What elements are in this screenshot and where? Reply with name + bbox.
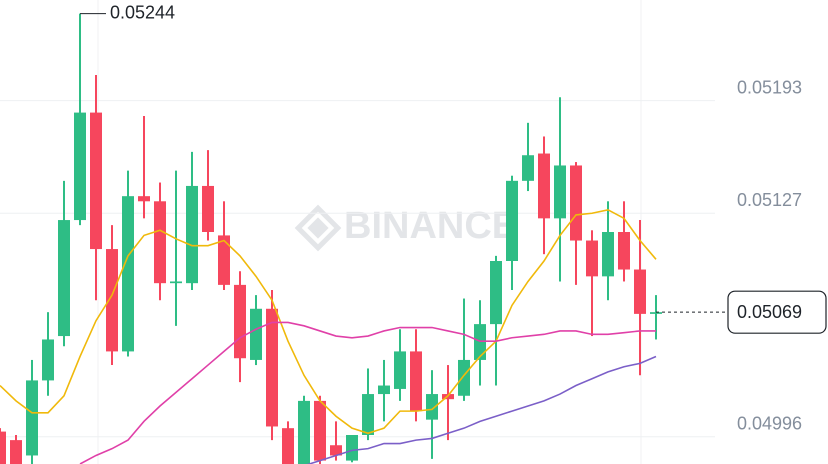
candle-body bbox=[42, 339, 54, 381]
candle-body bbox=[586, 240, 598, 277]
watermark: BINANCE bbox=[294, 204, 517, 252]
y-tick-label: 0.05193 bbox=[737, 77, 802, 97]
candle-body bbox=[154, 201, 166, 284]
candle-body bbox=[522, 155, 534, 181]
candle-body bbox=[330, 445, 342, 456]
candle-body bbox=[234, 284, 246, 359]
candle-body bbox=[474, 324, 486, 360]
candle-body bbox=[106, 249, 118, 352]
candle-body bbox=[650, 312, 662, 314]
y-tick-label: 0.04996 bbox=[737, 413, 802, 433]
ma-line bbox=[306, 355, 657, 464]
candle-body bbox=[138, 196, 150, 202]
candle-body bbox=[506, 180, 518, 261]
watermark-logo bbox=[294, 204, 342, 252]
ma-line bbox=[0, 208, 657, 435]
candle-body bbox=[554, 165, 566, 219]
candle-body bbox=[10, 440, 22, 464]
candle-body bbox=[90, 112, 102, 250]
candle-body bbox=[410, 351, 422, 412]
watermark-text: BINANCE bbox=[344, 205, 517, 247]
candle-body bbox=[538, 153, 550, 219]
ma-line bbox=[79, 321, 656, 464]
candle-body bbox=[74, 112, 86, 221]
candle-body bbox=[362, 394, 374, 435]
candle-body bbox=[58, 220, 70, 337]
candle-body bbox=[282, 428, 294, 464]
candle-body bbox=[26, 380, 38, 456]
candle-body bbox=[314, 400, 326, 461]
high-label: 0.05244 bbox=[110, 2, 175, 22]
candle-body bbox=[378, 385, 390, 395]
last-price-box bbox=[727, 290, 827, 334]
candle-body bbox=[490, 261, 502, 325]
last-price-label: 0.05069 bbox=[737, 302, 802, 322]
candle-body bbox=[346, 435, 358, 461]
candle-body bbox=[298, 400, 310, 464]
candle-body bbox=[426, 394, 438, 420]
candle-body bbox=[618, 232, 630, 270]
candle-body bbox=[170, 281, 182, 284]
candle-body bbox=[218, 235, 230, 285]
candle-body bbox=[122, 196, 134, 352]
candle-body bbox=[458, 359, 470, 396]
candle-body bbox=[0, 431, 6, 464]
y-tick-label: 0.05127 bbox=[737, 190, 802, 210]
candle-body bbox=[394, 351, 406, 389]
candle-body bbox=[266, 308, 278, 427]
candle-body bbox=[202, 185, 214, 232]
candle-body bbox=[634, 269, 646, 314]
candle-body bbox=[250, 308, 262, 360]
candle-body bbox=[186, 185, 198, 284]
candle-body bbox=[602, 232, 614, 277]
candle-body bbox=[570, 165, 582, 241]
